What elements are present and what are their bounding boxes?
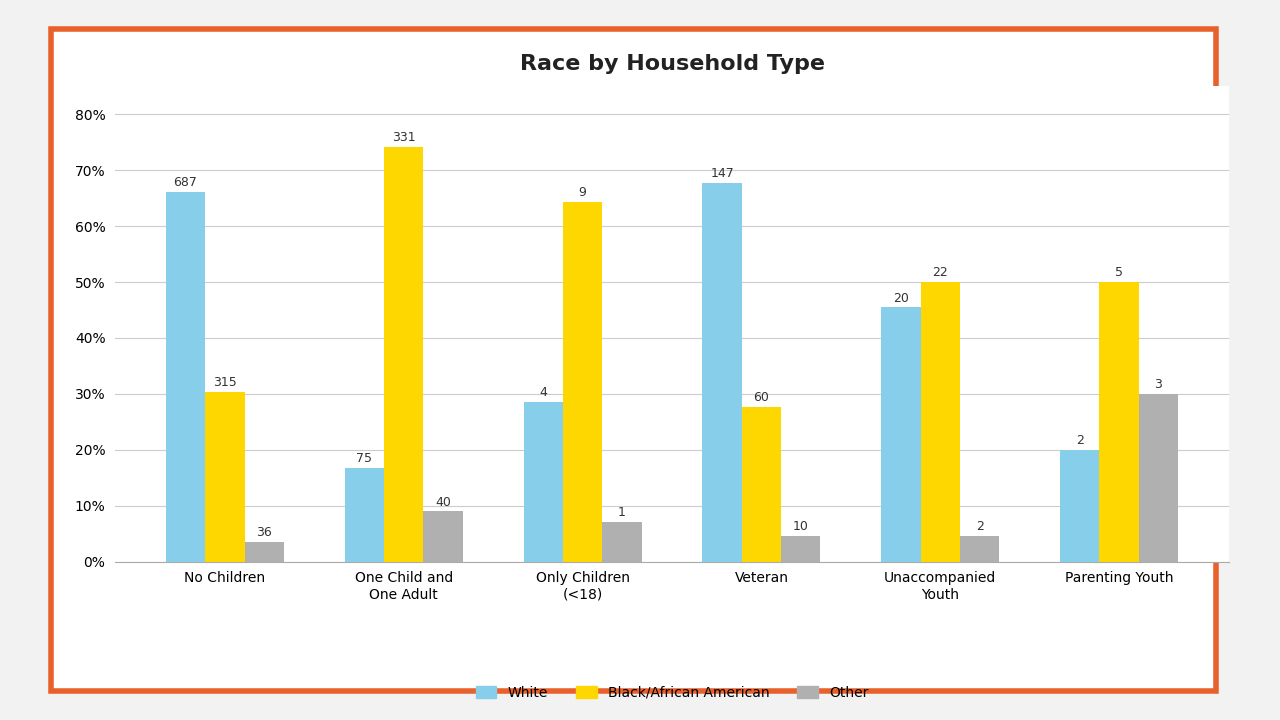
Bar (781, 536, 820, 562)
Bar (563, 202, 603, 562)
Bar (205, 392, 244, 562)
Text: 315: 315 (212, 376, 237, 389)
Legend: White, Black/African American, Other: White, Black/African American, Other (468, 679, 876, 707)
Text: 5: 5 (1115, 266, 1123, 279)
Text: 36: 36 (256, 526, 273, 539)
Text: 2: 2 (975, 521, 983, 534)
Text: 10: 10 (792, 520, 809, 533)
Text: 9: 9 (579, 186, 586, 199)
Bar (920, 282, 960, 562)
Bar (384, 147, 424, 562)
Text: 147: 147 (710, 167, 733, 180)
Bar (1100, 282, 1139, 562)
Bar (244, 542, 284, 562)
Bar (703, 183, 741, 562)
Bar (424, 511, 463, 562)
Text: 2: 2 (1076, 434, 1084, 447)
Bar (603, 522, 641, 562)
Text: 331: 331 (392, 131, 416, 144)
Bar (1139, 394, 1178, 562)
Text: 4: 4 (539, 386, 547, 399)
Title: Race by Household Type: Race by Household Type (520, 54, 824, 73)
Bar (741, 407, 781, 562)
Text: 22: 22 (932, 266, 948, 279)
Text: 20: 20 (893, 292, 909, 305)
Bar (960, 536, 1000, 562)
Bar (166, 192, 205, 562)
Text: 687: 687 (174, 176, 197, 189)
Bar (881, 307, 920, 562)
Text: 60: 60 (754, 391, 769, 404)
Bar (524, 402, 563, 562)
Bar (1060, 450, 1100, 562)
Text: 40: 40 (435, 495, 451, 508)
Text: 1: 1 (618, 506, 626, 519)
Bar (344, 467, 384, 562)
Text: 3: 3 (1155, 378, 1162, 391)
Text: 75: 75 (356, 451, 372, 465)
